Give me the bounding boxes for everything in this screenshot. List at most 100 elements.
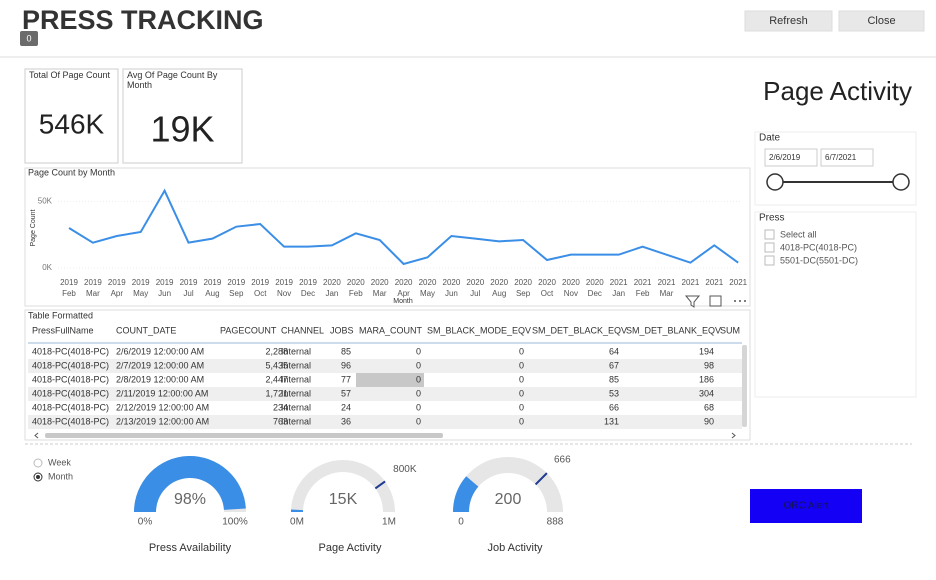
x-tick-label: Aug xyxy=(492,289,506,298)
x-tick-label: Jun xyxy=(158,289,171,298)
table-cell: 186 xyxy=(699,374,714,384)
v-scrollbar[interactable] xyxy=(742,345,747,427)
x-tick-label: 2020 xyxy=(490,278,508,287)
chart-panel xyxy=(24,167,751,307)
alert-button[interactable]: ORC Alert xyxy=(750,489,862,523)
x-tick-label: 2021 xyxy=(634,278,652,287)
gauge-max: 100% xyxy=(222,517,248,528)
x-tick-label: Jul xyxy=(470,289,480,298)
badge xyxy=(20,31,38,46)
date-input[interactable] xyxy=(820,148,874,167)
table-cell: 90 xyxy=(704,416,714,426)
button[interactable]: Refresh xyxy=(744,10,833,32)
card-title: Total Of Page Count xyxy=(29,70,111,80)
row-stripe xyxy=(28,387,742,401)
radio-label: Month xyxy=(48,471,73,481)
x-tick-label: 2020 xyxy=(586,278,604,287)
x-tick-label: 2021 xyxy=(658,278,676,287)
table-cell: 0 xyxy=(416,346,421,356)
table-cell: 0 xyxy=(416,374,421,384)
slider-handle[interactable] xyxy=(892,173,910,191)
gauge-target xyxy=(374,480,386,490)
button-label: Refresh xyxy=(769,15,808,27)
x-tick-label: Jun xyxy=(445,289,458,298)
x-tick-label: Sep xyxy=(229,289,244,298)
table-cell: 2,288 xyxy=(265,346,288,356)
button[interactable]: Close xyxy=(838,10,925,32)
table-cell: 96 xyxy=(341,360,351,370)
gauge-target xyxy=(534,472,548,486)
radio[interactable] xyxy=(33,458,43,468)
table-cell: 0 xyxy=(416,416,421,426)
page-title: PRESS TRACKING xyxy=(22,5,264,35)
table-cell: Internal xyxy=(281,346,311,356)
x-tick-label: Nov xyxy=(277,289,291,298)
x-tick-label: Feb xyxy=(636,289,650,298)
checkbox[interactable] xyxy=(764,255,775,266)
checkbox[interactable] xyxy=(764,242,775,253)
table-cell: 0 xyxy=(519,388,524,398)
x-tick-label: Apr xyxy=(397,289,410,298)
gauge-fill xyxy=(134,456,246,512)
gauge-title: Press Availability xyxy=(149,542,232,554)
x-tick-label: Jul xyxy=(183,289,193,298)
y-axis-label: Page Count xyxy=(30,209,37,246)
table-cell: 304 xyxy=(699,388,714,398)
y-tick-label: 50K xyxy=(38,196,53,205)
x-tick-label: Feb xyxy=(62,289,76,298)
table-cell: 57 xyxy=(341,388,351,398)
table-cell: 68 xyxy=(704,402,714,412)
checkbox-label: 4018-PC(4018-PC) xyxy=(780,242,857,252)
gauge-value: 15K xyxy=(329,491,358,508)
x-tick-label: 2020 xyxy=(371,278,389,287)
table-cell: 2/12/2019 12:00:00 AM xyxy=(116,402,209,412)
table-title: Table Formatted xyxy=(28,310,93,320)
checkbox-label: 5501-DC(5501-DC) xyxy=(780,255,858,265)
table-cell: 5,435 xyxy=(265,360,288,370)
table-cell: Internal xyxy=(281,416,311,426)
gauge-target-label: 800K xyxy=(393,464,417,475)
table-cell: 36 xyxy=(341,416,351,426)
table-cell: 763 xyxy=(273,416,288,426)
button-bg xyxy=(838,10,925,32)
x-tick-label: Dec xyxy=(588,289,602,298)
date-value: 2/6/2019 xyxy=(769,153,801,162)
table-cell: 0 xyxy=(416,402,421,412)
scroll-right[interactable] xyxy=(731,432,736,439)
x-tick-label: 2020 xyxy=(347,278,365,287)
filter-icon[interactable] xyxy=(684,295,701,308)
gauge-title: Job Activity xyxy=(487,542,543,554)
focus-icon[interactable] xyxy=(709,295,722,307)
table-cell: 4018-PC(4018-PC) xyxy=(32,388,109,398)
x-axis-label: Month xyxy=(393,298,413,305)
scroll-left[interactable] xyxy=(34,432,39,439)
table-cell: Internal xyxy=(281,374,311,384)
button-bg xyxy=(744,10,833,32)
gauge-track xyxy=(291,460,395,512)
table-cell: 64 xyxy=(609,346,619,356)
slicer-title: Date xyxy=(759,133,781,144)
x-tick-label: 2020 xyxy=(562,278,580,287)
date-value: 6/7/2021 xyxy=(825,153,857,162)
table-cell: 85 xyxy=(341,346,351,356)
h-scrollbar[interactable] xyxy=(45,433,443,438)
gauge-min: 0% xyxy=(138,517,153,528)
x-tick-label: 2019 xyxy=(108,278,126,287)
slider-handle[interactable] xyxy=(766,173,784,191)
date-input[interactable] xyxy=(764,148,818,167)
checkbox[interactable] xyxy=(764,229,775,240)
table-cell: 77 xyxy=(341,374,351,384)
table-cell: 85 xyxy=(609,374,619,384)
x-tick-label: 2020 xyxy=(466,278,484,287)
table-cell: 2,447 xyxy=(265,374,288,384)
table-panel xyxy=(24,309,751,441)
cell-highlight xyxy=(356,373,424,387)
more-icon xyxy=(744,300,746,302)
y-tick-label: 0K xyxy=(42,263,52,272)
card-title: Avg Of Page Count By Month xyxy=(127,70,218,90)
chart-title: Page Count by Month xyxy=(28,167,115,177)
x-tick-label: Apr xyxy=(111,289,124,298)
x-tick-label: Oct xyxy=(254,289,267,298)
table-cell: 234 xyxy=(273,402,288,412)
